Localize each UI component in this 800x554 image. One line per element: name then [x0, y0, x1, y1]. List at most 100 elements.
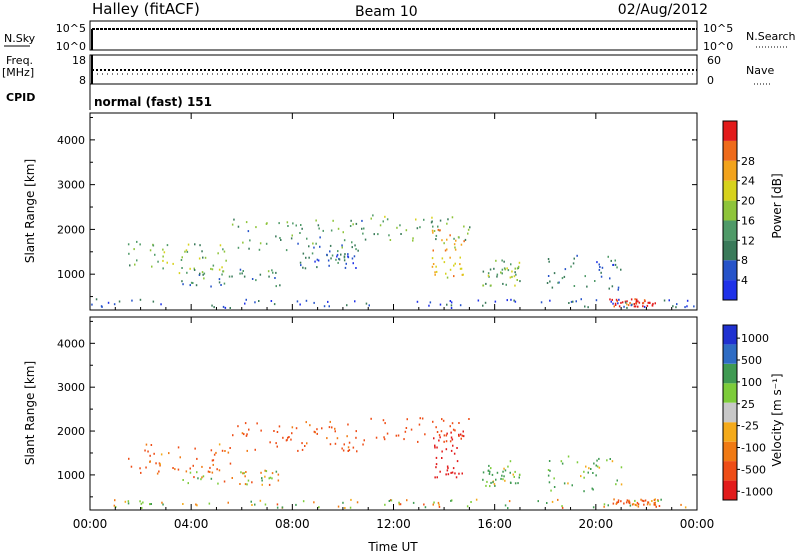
- echo-cell: [620, 466, 623, 469]
- echo-cell: [259, 273, 262, 276]
- echo-cell: [631, 503, 634, 506]
- echo-cell: [220, 284, 222, 286]
- echo-cell: [229, 462, 232, 465]
- echo-cell: [213, 453, 216, 456]
- echo-cell: [223, 282, 226, 285]
- echo-cell: [482, 471, 485, 474]
- station-title: Halley (fitACF): [92, 0, 200, 18]
- colorbar-segment: [723, 200, 737, 221]
- echo-cell: [222, 270, 225, 273]
- echo-cell: [279, 237, 281, 239]
- echo-cell: [166, 261, 168, 264]
- echo-cell: [410, 428, 413, 431]
- echo-cell: [663, 299, 666, 302]
- echo-cell: [617, 501, 620, 503]
- echo-cell: [680, 503, 682, 506]
- echo-cell: [179, 456, 181, 459]
- echo-cell: [240, 471, 242, 474]
- echo-cell: [637, 305, 639, 308]
- echo-cell: [200, 478, 202, 481]
- beam-label: Beam 10: [355, 4, 418, 20]
- echo-cell: [452, 467, 455, 470]
- echo-cell: [341, 246, 343, 249]
- colorbar-segment: [723, 160, 737, 181]
- echo-cell: [628, 499, 630, 502]
- echo-cell: [316, 266, 318, 269]
- echo-cell: [147, 450, 149, 453]
- echo-cell: [340, 253, 342, 256]
- echo-region: [113, 498, 687, 510]
- echo-cell: [254, 503, 256, 506]
- echo-cell: [405, 427, 408, 429]
- echo-cell: [403, 438, 405, 441]
- colorbar-segment: [723, 402, 737, 423]
- echo-cell: [281, 506, 284, 509]
- echo-cell: [406, 499, 408, 502]
- echo-cell: [178, 272, 181, 275]
- echo-cell: [433, 437, 435, 440]
- echo-cell: [218, 268, 221, 271]
- echo-cell: [438, 439, 440, 442]
- echo-cell: [686, 305, 688, 308]
- echo-cell: [432, 263, 435, 265]
- echo-cell: [432, 249, 434, 252]
- echo-cell: [438, 434, 441, 437]
- echo-cell: [256, 422, 258, 425]
- colorbar-segment: [723, 180, 737, 201]
- echo-cell: [313, 501, 315, 504]
- echo-cell: [504, 469, 507, 472]
- echo-region: [127, 240, 227, 275]
- echo-cell: [634, 499, 636, 502]
- echo-cell: [461, 273, 464, 276]
- echo-cell: [127, 502, 130, 505]
- x-tick-label: 20:00: [579, 517, 614, 531]
- echo-cell: [596, 261, 598, 264]
- echo-cell: [516, 267, 519, 270]
- echo-cell: [487, 272, 490, 275]
- echo-cell: [482, 304, 484, 307]
- echo-cell: [443, 261, 446, 264]
- echo-cell: [217, 252, 219, 255]
- echo-cell: [314, 260, 316, 263]
- echo-cell: [329, 250, 331, 253]
- echo-cell: [440, 430, 443, 433]
- echo-cell: [182, 503, 184, 505]
- y-tick-label: 1000: [57, 469, 85, 482]
- echo-cell: [642, 301, 645, 304]
- time-x-axis: 00:00 04:00 08:00 12:00 16:00 20:00 00:00: [73, 113, 714, 531]
- echo-cell: [615, 298, 618, 301]
- echo-cell: [228, 275, 231, 278]
- echo-cell: [615, 502, 618, 505]
- echo-cell: [434, 271, 436, 274]
- date-label: 02/Aug/2012: [618, 2, 708, 18]
- echo-cell: [351, 246, 353, 249]
- echo-cell: [362, 232, 364, 235]
- echo-cell: [152, 300, 155, 303]
- echo-cell: [195, 503, 197, 506]
- echo-cell: [514, 271, 516, 274]
- echo-cell: [350, 498, 352, 501]
- echo-cell: [419, 417, 421, 420]
- echo-cell: [583, 490, 585, 493]
- echo-cell: [510, 263, 512, 266]
- echo-cell: [482, 478, 484, 481]
- echo-cell: [611, 285, 614, 288]
- echo-cell: [321, 427, 323, 430]
- echo-cell: [441, 418, 443, 421]
- echo-cell: [341, 244, 343, 247]
- echo-cell: [259, 242, 262, 245]
- echo-cell: [406, 418, 408, 421]
- echo-cell: [614, 263, 617, 266]
- echo-cell: [586, 285, 588, 288]
- echo-cell: [608, 287, 610, 290]
- echo-cell: [654, 501, 656, 504]
- echo-cell: [245, 298, 247, 301]
- echo-cell: [600, 275, 603, 278]
- echo-cell: [620, 268, 622, 271]
- colorbar-frame: [722, 324, 738, 501]
- echo-cell: [217, 482, 219, 485]
- echo-cell: [276, 445, 278, 448]
- echo-cell: [458, 422, 460, 424]
- x-tick-label: 04:00: [174, 517, 209, 531]
- echo-cell: [575, 300, 577, 303]
